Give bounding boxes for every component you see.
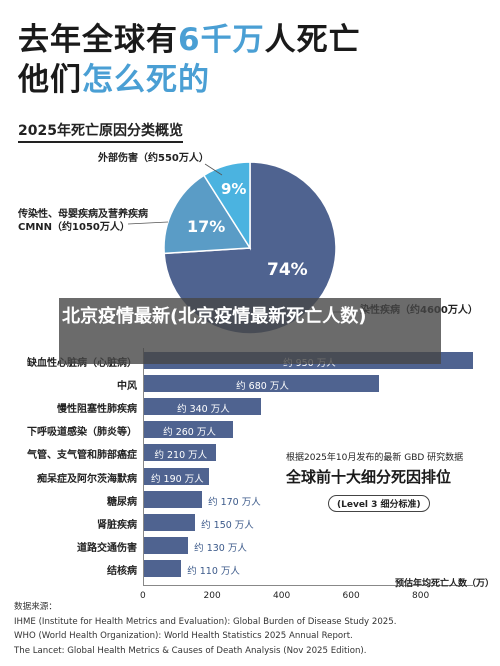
- bar-category-label: 气管、支气管和肺部癌症: [27, 450, 137, 462]
- pie-pct-injury: 9%: [221, 180, 247, 198]
- bar-value-label: 约 680 万人: [236, 381, 289, 393]
- x-tick-label: 0: [140, 591, 146, 601]
- bar-value-label: 约 150 万人: [201, 519, 254, 531]
- bar-category-label: 慢性阻塞性肺疾病: [57, 404, 137, 416]
- bar: [143, 398, 262, 416]
- x-tick-label: 200: [203, 591, 221, 601]
- bar-value-label: 约 130 万人: [194, 542, 247, 554]
- x-tick-label: 400: [273, 591, 291, 601]
- bar: [143, 421, 234, 439]
- headline-line-1: 去年全球有6千万人死亡: [18, 22, 361, 58]
- x-tick-label: 600: [342, 591, 360, 601]
- pie-label-injury: 外部伤害（约550万人）: [98, 153, 209, 164]
- bar-category-label: 痴呆症及阿尔茨海默病: [37, 473, 137, 485]
- source-line-2: WHO (World Health Organization): World H…: [14, 631, 353, 641]
- pie-title: 2025年死亡原因分类概览: [18, 120, 183, 143]
- bar-category-label: 糖尿病: [107, 496, 137, 508]
- x-axis-line: [143, 585, 473, 586]
- bar-category-label: 肾脏疾病: [97, 519, 137, 531]
- rank-subtitle: (Level 3 细分标准): [328, 495, 430, 512]
- bar-value-label: 约 170 万人: [208, 496, 261, 508]
- x-tick-label: 800: [412, 591, 430, 601]
- gbd-note: 根据2025年10月发布的最新 GBD 研究数据: [286, 453, 464, 463]
- sources-title: 数据来源：: [14, 602, 57, 612]
- bar-category-label: 下呼吸道感染（肺炎等）: [27, 427, 137, 439]
- y-axis-line: [143, 348, 144, 586]
- pie-pct-cmnn: 17%: [187, 217, 226, 236]
- overlay-banner: [59, 298, 441, 364]
- bar-category-label: 结核病: [107, 565, 137, 577]
- bar: [143, 559, 182, 577]
- rank-title: 全球前十大细分死因排位: [286, 468, 452, 486]
- bar-value-label: 约 110 万人: [187, 565, 240, 577]
- bar-value-label: 约 260 万人: [163, 427, 216, 439]
- bar-category-label: 道路交通伤害: [77, 542, 137, 554]
- headline: 去年全球有6千万人死亡 他们怎么死的: [18, 20, 361, 100]
- bar: [143, 375, 380, 393]
- bar: [143, 513, 196, 531]
- pie-label-cmnn-line-1: 传染性、母婴疾病及营养疾病: [18, 209, 148, 220]
- pie-pct-ncd: 74%: [267, 260, 308, 280]
- bar-value-label: 约 340 万人: [177, 404, 230, 416]
- bar: [143, 536, 189, 554]
- bar: [143, 444, 216, 462]
- headline-line-2: 他们怎么死的: [18, 62, 210, 98]
- source-line-3: The Lancet: Global Health Metrics & Caus…: [14, 645, 367, 656]
- bar-category-label: 中风: [117, 381, 137, 393]
- bar-value-label: 约 210 万人: [154, 450, 208, 462]
- leader-injury: [204, 163, 223, 176]
- bar: [143, 490, 203, 508]
- overlay-text: 北京疫情最新(北京疫情最新死亡人数): [62, 306, 367, 327]
- pie-label-cmnn-line-2: CMNN（约1050万人）: [18, 222, 130, 233]
- bar: [143, 467, 210, 485]
- sources: 数据来源： IHME (Institute for Health Metrics…: [14, 600, 396, 658]
- x-axis-label: 预估年均死亡人数（万）: [395, 579, 495, 589]
- bar-value-label: 约 190 万人: [151, 473, 204, 485]
- source-line-1: IHME (Institute for Health Metrics and E…: [14, 616, 397, 627]
- pie-label-cmnn: 传染性、母婴疾病及营养疾病 CMNN（约1050万人）: [18, 208, 148, 234]
